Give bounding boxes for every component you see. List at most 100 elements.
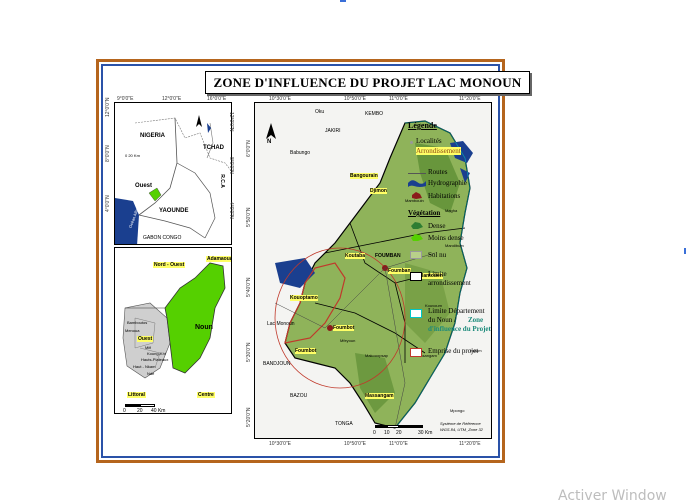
main-top-coord-2: 10°50'0"E — [344, 96, 366, 102]
main-map: N Oku KEMBO JAKIRI Babungo Bangourain Dj… — [254, 102, 492, 439]
place-ndiwa: Ndiam — [470, 348, 482, 353]
place-mfeyoun: Mfeyoun — [340, 338, 356, 343]
main-bottom-coord-2: 10°50'0"E — [344, 441, 366, 447]
legend-limite-arr-1: Limite — [428, 270, 447, 278]
legend-dense: Dense — [428, 222, 446, 230]
main-left-coord-2: 5°50'0"N — [246, 207, 252, 227]
map-title-box: ZONE D'INFLUENCE DU PROJET LAC MONOUN — [205, 71, 530, 94]
inset-scale-seg-1 — [125, 404, 140, 407]
place-oku: Oku — [315, 109, 325, 115]
label-littoral: Littoral — [127, 392, 146, 398]
label-nigeria: NIGERIA — [140, 133, 166, 139]
place-bazou: BAZOU — [290, 393, 308, 399]
inset-left-coord-1: 12°0'0"N — [105, 97, 111, 117]
label-tchad: TCHAD — [203, 145, 224, 151]
map-title: ZONE D'INFLUENCE DU PROJET LAC MONOUN — [213, 74, 522, 90]
emprise-symbol-icon — [410, 348, 422, 357]
inset-top-coord-3: 16°0'0"E — [207, 96, 227, 102]
place-lac-monoun: Lac Monoun — [267, 321, 295, 327]
main-left-coord-3: 5°40'0"N — [246, 277, 252, 297]
inset-cameroon-map: NIGERIA TCHAD R.C.A Ouest YAOUNDE GABON … — [114, 102, 232, 245]
inset-right-coord-2: 8°0'0"N — [228, 157, 234, 174]
label-rca: R.C.A — [218, 174, 225, 188]
label-centre: Centre — [197, 392, 215, 398]
routes-symbol-icon — [408, 173, 426, 174]
legend-moins-dense: Moins dense — [428, 234, 464, 242]
legend-emprise: Emprise du projet — [428, 347, 479, 355]
inset-right-coord-3: 4°0'0"N — [228, 202, 234, 219]
label-ouest: Ouest — [137, 336, 154, 342]
habitation-foumbot — [327, 325, 333, 331]
label-adamaoua: Adamaoua — [206, 256, 232, 262]
inset-scale-40: 40 Km — [151, 408, 166, 414]
inset-left-coord-3: 4°0'0"N — [105, 195, 111, 212]
legend: Légende Localités Arrondissement Routes … — [406, 121, 502, 371]
main-scale-seg-1 — [375, 425, 387, 428]
inset-scale: 0 20 Km — [125, 153, 140, 158]
label-noun: Noun — [195, 324, 213, 331]
vegetation-moins-dense-symbol-icon — [411, 234, 423, 241]
limite-dep-symbol-icon — [410, 309, 422, 318]
label-menoua: Menoua — [125, 328, 140, 333]
place-malantouen: Malantouen — [415, 273, 443, 279]
legend-routes: Routes — [428, 168, 448, 176]
main-scale-seg-2 — [387, 425, 399, 428]
place-magha: Magha — [445, 208, 458, 213]
legend-limite-dep-2: du Noun / — [428, 316, 456, 324]
label-koung-khi: Koung-Khi — [147, 351, 166, 356]
place-babungo: Babungo — [290, 150, 311, 156]
inset-top-coord-2: 12°0'0"E — [162, 96, 182, 102]
habitations-symbol-icon — [412, 192, 422, 199]
hydrographie-symbol-icon — [408, 180, 426, 187]
main-top-coord-4: 11°20'0"E — [459, 96, 481, 102]
place-djimon: Djimon — [370, 188, 387, 194]
legend-habitations: Habitations — [428, 192, 461, 200]
place-bangourain: Bangourain — [350, 173, 378, 179]
project-emprise — [284, 262, 346, 344]
main-bottom-coord-4: 11°20'0"E — [459, 441, 481, 447]
main-bottom-coord-3: 11°0'0"E — [389, 441, 408, 447]
map-frame: ZONE D'INFLUENCE DU PROJET LAC MONOUN NI… — [96, 59, 530, 463]
place-bandjoun: BANDJOUN — [263, 361, 291, 367]
label-haut-nkam: Haut - Nkam — [133, 364, 156, 369]
label-yaounde: YAOUNDE — [159, 208, 189, 214]
side-edge-marker — [684, 248, 686, 254]
vegetation-dense-symbol-icon — [411, 222, 423, 229]
main-top-coord-1: 10°30'0"E — [269, 96, 291, 102]
main-left-coord-1: 6°0'0"N — [246, 140, 252, 157]
main-scale-10: 10 — [384, 430, 390, 436]
main-scale-20: 20 — [396, 430, 402, 436]
limite-arr-symbol-icon — [410, 272, 422, 281]
main-left-coord-4: 5°30'0"N — [246, 342, 252, 362]
sol-nu-symbol-icon — [410, 251, 422, 259]
top-edge-marker — [340, 0, 346, 2]
legend-vegetation-title: Végétation — [408, 209, 441, 217]
place-mpongo: Mpongo — [450, 408, 465, 413]
localites-symbol-icon — [410, 141, 413, 144]
place-tonga: TONGA — [335, 421, 353, 427]
label-ouest-inset: Ouest — [135, 183, 153, 189]
ouest-region — [148, 187, 162, 202]
projection-line-2: WGS 84, UTM_Zone 32 — [440, 427, 483, 432]
inset-right-coord-1: 12°0'0"N — [228, 112, 234, 132]
main-top-coord-3: 11°0'0"E — [389, 96, 408, 102]
legend-zone-2: d'influence du Projet — [428, 325, 491, 333]
place-koutaba: Koutaba — [345, 253, 365, 259]
legend-hydrographie: Hydrographie — [428, 179, 467, 187]
legend-limite-dep-1: Limite Département — [428, 307, 485, 315]
main-left-coord-5: 5°20'0"N — [246, 407, 252, 427]
inset-left-coord-2: 8°0'0"N — [105, 145, 111, 162]
north-arrow-icon — [266, 123, 276, 139]
place-makouopsap: Makouopsap — [365, 353, 388, 358]
ocean-shape — [115, 198, 139, 244]
place-foumban: FOUMBAN — [375, 253, 401, 259]
inset-ouest-map: Nord - Ouest Adamaoua Noun Ouest Littora… — [114, 247, 232, 414]
label-nord-ouest: Nord - Ouest — [153, 262, 186, 268]
legend-title: Légende — [408, 121, 437, 130]
main-scale-30: 30 Km — [418, 430, 433, 436]
place-foumbot-arr: Foumbot — [295, 348, 317, 354]
place-massangam: Massangam — [365, 393, 394, 399]
label-hauts-plateaux: Hauts-Plateaux — [141, 357, 169, 362]
place-mambouin: Mambouin — [405, 198, 424, 203]
